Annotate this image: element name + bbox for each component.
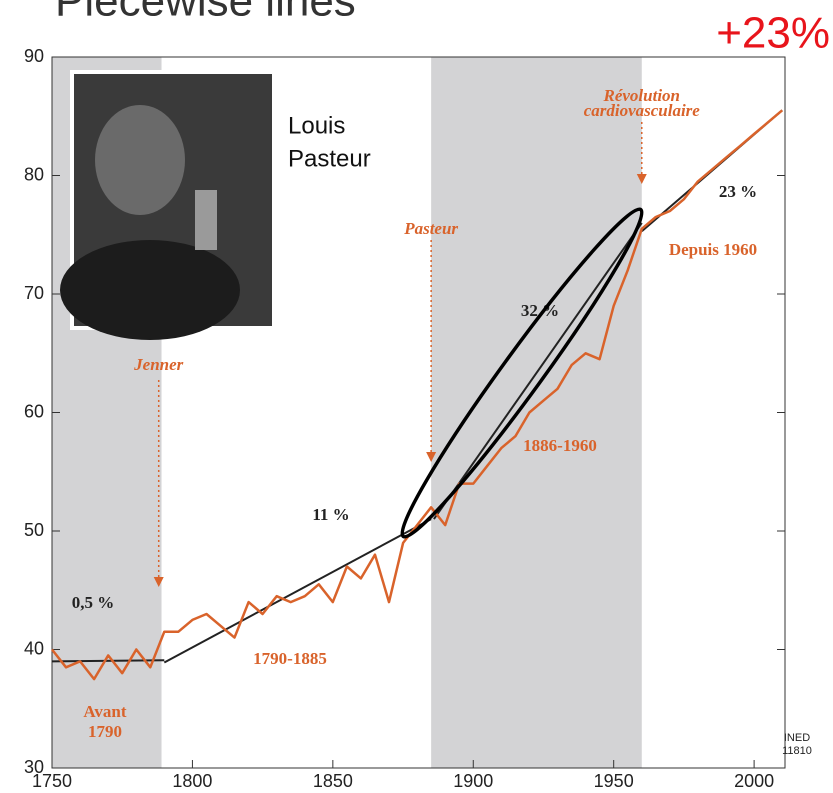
x-tick-label: 1800 [172, 771, 212, 791]
y-tick-label: 30 [24, 757, 44, 777]
highlight-ellipse [400, 207, 644, 539]
annotation: 11 % [312, 505, 349, 524]
annotation: 1790 [88, 722, 122, 741]
event-label: Révolution [603, 86, 681, 105]
event-label: Pasteur [403, 219, 458, 238]
event-label: Jenner [133, 355, 184, 374]
shaded-range [431, 57, 642, 768]
y-tick-label: 80 [24, 164, 44, 184]
event-label: cardiovasculaire [584, 101, 701, 120]
y-tick-label: 90 [24, 46, 44, 66]
y-tick-label: 50 [24, 520, 44, 540]
annotation: INED [784, 732, 810, 744]
data-line [51, 109, 784, 681]
plot: 30 40 50 60 70 80 90 1750 1800 1850 1900 1950 2000 Je… [24, 46, 812, 791]
annotation: 23 % [719, 182, 757, 201]
x-tick-label: 1950 [594, 771, 634, 791]
trend-line [163, 518, 432, 664]
annotation: 1886-1960 [523, 436, 597, 455]
event-arrowhead [636, 174, 647, 184]
x-tick-label: 1850 [313, 771, 353, 791]
photo-body [60, 240, 240, 340]
event-arrowhead [426, 452, 437, 462]
corner-note: +23% [716, 9, 830, 58]
y-tick-label: 60 [24, 401, 44, 421]
annotation: 11810 [782, 745, 812, 757]
photo-caption: Louis [288, 112, 345, 139]
y-tick-label: 40 [24, 638, 44, 658]
photo-object [195, 190, 217, 250]
trend-line [51, 659, 165, 663]
trend-line [433, 222, 643, 520]
x-tick-label: 1900 [453, 771, 493, 791]
photo-caption: Pasteur [288, 145, 371, 172]
y-tick-label: 70 [24, 283, 44, 303]
event-arrowhead [153, 577, 164, 587]
annotation: Depuis 1960 [669, 240, 757, 259]
x-tick-label: 1750 [32, 771, 72, 791]
annotation: 1790-1885 [253, 649, 327, 668]
annotation: 0,5 % [72, 593, 115, 612]
annotation: Avant [83, 702, 126, 721]
photo-face [95, 105, 185, 215]
chart-title: Piecewise lines [55, 0, 356, 26]
x-tick-label: 2000 [734, 771, 774, 791]
